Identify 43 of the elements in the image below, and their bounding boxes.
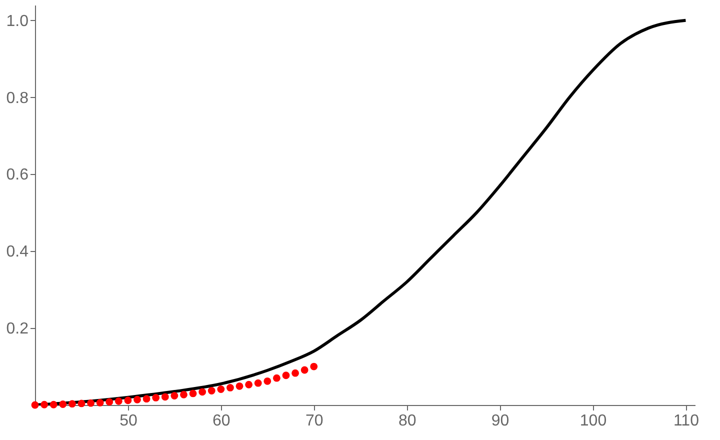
point [106, 398, 114, 406]
point [245, 380, 253, 388]
x-tick-label: 70 [305, 412, 324, 430]
point [254, 379, 262, 387]
point [292, 369, 299, 377]
point [114, 397, 122, 405]
point [198, 388, 206, 396]
y-tick-label: 0.4 [6, 244, 29, 261]
point [50, 400, 58, 408]
point [31, 401, 39, 409]
x-tick-label: 90 [491, 412, 510, 430]
point [310, 362, 318, 370]
point [87, 399, 94, 407]
y-tick-label: 0.2 [6, 320, 29, 338]
point [189, 390, 197, 398]
point [272, 374, 280, 382]
point [78, 400, 86, 408]
point [96, 398, 104, 406]
point [226, 384, 234, 392]
point [59, 400, 67, 408]
point [152, 394, 160, 402]
point [170, 392, 178, 400]
point [142, 395, 150, 403]
x-tick-label: 110 [673, 412, 700, 430]
point [68, 400, 76, 408]
x-tick-label: 80 [398, 412, 416, 430]
point [264, 377, 272, 385]
y-tick-label: 0.6 [6, 166, 29, 184]
point [282, 372, 290, 380]
point [300, 366, 308, 374]
x-tick-label: 60 [212, 412, 230, 430]
point [180, 390, 188, 398]
point [236, 382, 244, 390]
point [40, 400, 48, 408]
point [134, 396, 141, 404]
point [161, 393, 169, 401]
x-tick-label: 50 [120, 412, 138, 430]
x-tick-label: 100 [580, 412, 607, 430]
y-tick-label: 0.8 [6, 90, 29, 107]
point [217, 386, 225, 393]
point [124, 396, 132, 404]
y-tick-label: 1.0 [6, 12, 29, 30]
point [208, 387, 216, 394]
